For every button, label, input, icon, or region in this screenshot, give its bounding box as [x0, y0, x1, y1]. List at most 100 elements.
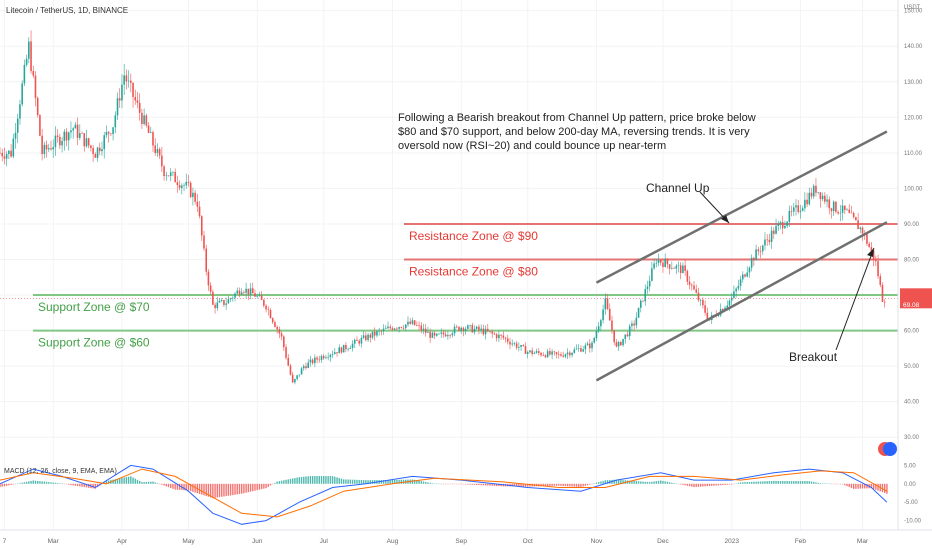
candle-down [662, 262, 664, 267]
candle-up [320, 356, 323, 360]
candle-up [755, 249, 757, 261]
candle-up [484, 328, 487, 335]
candle-down [830, 208, 833, 212]
macd-label: MACD (12, 26, close, 9, EMA, EMA) [4, 468, 117, 475]
candle-down [553, 351, 556, 353]
candle-up [728, 300, 731, 306]
macd-histogram-bar [316, 476, 318, 484]
candle-up [651, 268, 653, 281]
candle-down [276, 326, 278, 330]
macd-histogram-bar [617, 479, 620, 484]
macd-histogram-bar [784, 481, 786, 484]
macd-histogram-bar [815, 482, 817, 484]
macd-histogram-bar [205, 483, 207, 497]
candle-down [861, 227, 864, 234]
y-tick-label: 140.00 [904, 44, 923, 50]
candle-up [25, 58, 28, 65]
candle-up [192, 192, 194, 198]
candle-up [566, 352, 569, 355]
candle-down [458, 326, 460, 331]
macd-histogram-bar [291, 478, 294, 484]
candle-up [302, 366, 305, 369]
candle-down [356, 339, 358, 341]
macd-histogram-bar [706, 483, 709, 487]
macd-histogram-bar [232, 483, 234, 496]
candle-down [90, 145, 92, 149]
macd-histogram-bar [216, 483, 218, 498]
channel-lines [595, 130, 888, 382]
macd-histogram-bar [841, 483, 844, 485]
macd-histogram-bar [391, 480, 394, 484]
macd-histogram-bar [622, 480, 624, 484]
macd-histogram-bar [482, 483, 485, 486]
candle-down [482, 328, 485, 335]
candle-up [240, 292, 243, 295]
candle-down [544, 355, 547, 358]
macd-histogram-bar [338, 478, 340, 484]
candle-up [54, 135, 57, 148]
candle-up [47, 148, 50, 150]
macd-histogram-bar [524, 483, 527, 487]
events-icon[interactable] [878, 442, 897, 456]
macd-histogram-bar [276, 481, 278, 484]
macd-histogram-bar [72, 483, 74, 486]
macd-histogram-bar [116, 478, 119, 484]
macd-y-tick-label: 5.00 [904, 463, 916, 469]
macd-histogram-bar [68, 483, 70, 485]
macd-histogram-bar [719, 483, 722, 486]
macd-histogram-bar [549, 483, 551, 486]
candle-down [260, 295, 263, 300]
macd-histogram-bar [684, 483, 686, 486]
candle-up [232, 297, 234, 299]
macd-histogram-bar [198, 483, 201, 494]
macd-histogram-bar [844, 483, 846, 486]
candle-down [471, 325, 474, 333]
candle-down [500, 334, 502, 336]
candle-down [0, 152, 1, 154]
macd-histogram-bar [287, 479, 289, 484]
candle-up [169, 172, 172, 177]
macd-histogram-bar [296, 477, 298, 484]
channel-line [595, 221, 888, 382]
macd-histogram-bar [134, 478, 136, 484]
candle-up [602, 309, 604, 321]
candle-down [247, 288, 250, 295]
macd-histogram-bar [553, 483, 556, 486]
macd-histogram-bar [349, 479, 352, 484]
macd-histogram-bar [686, 483, 689, 486]
candle-up [431, 332, 434, 338]
candle-up [575, 348, 578, 350]
macd-histogram-bar [263, 483, 265, 489]
candle-down [704, 305, 706, 313]
candle-up [296, 375, 298, 380]
candle-down [759, 251, 762, 252]
candle-up [577, 348, 580, 349]
candle-down [254, 293, 256, 297]
candle-down [538, 351, 540, 353]
candle-down [455, 326, 458, 328]
macd-histogram-bar [225, 483, 227, 497]
macd-histogram-bar [544, 483, 547, 487]
macd-histogram-bar [777, 480, 779, 484]
macd-histogram-bar [527, 483, 529, 487]
candle-down [161, 155, 163, 167]
candle-down [158, 149, 161, 156]
macd-histogram-bar [96, 483, 99, 488]
macd-histogram-bar [744, 482, 746, 484]
macd-histogram-bar [495, 483, 498, 486]
candle-down [815, 185, 817, 193]
candle-up [371, 331, 374, 338]
macd-histogram-bar [782, 481, 784, 484]
candle-up [101, 149, 103, 152]
macd-histogram-bar [416, 480, 418, 484]
candle-up [307, 362, 310, 368]
candle-down [744, 274, 746, 277]
macd-histogram-bar [25, 481, 28, 484]
candle-down [59, 136, 61, 146]
macd-histogram-bar [336, 477, 338, 484]
candle-down [797, 205, 800, 212]
macd-histogram-bar [713, 483, 715, 486]
candle-up [573, 349, 576, 353]
candle-down [843, 205, 846, 211]
